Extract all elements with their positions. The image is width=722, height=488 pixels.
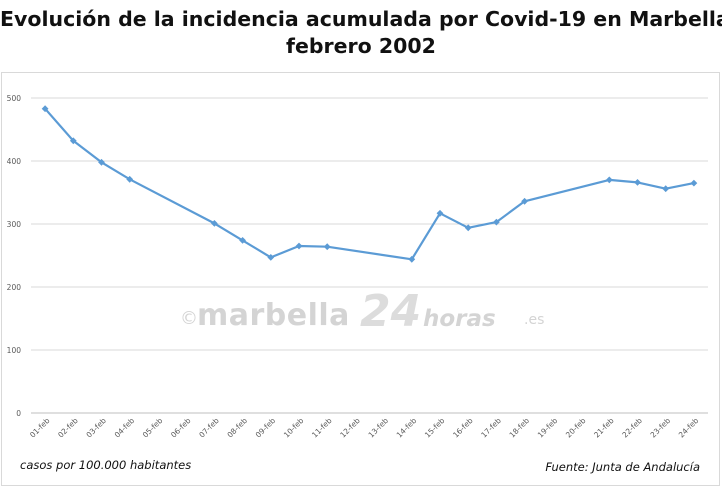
watermark-name: marbella [197,298,350,333]
x-tick-label: 11-feb [310,416,334,440]
data-point [239,237,246,244]
x-tick-label: 01-feb [28,416,52,440]
y-tick-label: 200 [7,283,22,292]
data-point [69,137,77,145]
x-tick-label: 17-feb [479,416,503,440]
chart-title: Evolución de la incidencia acumulada por… [0,6,722,60]
x-tick-label: 02-feb [56,416,80,440]
data-point [98,158,105,166]
data-point [126,175,134,183]
watermark-tld: .es [524,312,545,328]
data-point [41,105,49,113]
source-note: Fuente: Junta de Andalucía [545,460,700,474]
data-point [267,254,275,261]
x-tick-label: 19-feb [536,416,560,440]
x-tick-label: 16-feb [451,416,475,440]
x-tick-label: 07-feb [197,416,221,440]
watermark-copyright: © [180,308,198,329]
x-tick-label: 15-feb [423,416,447,440]
y-tick-label: 300 [7,220,22,229]
x-tick-label: 14-feb [395,416,419,440]
x-tick-label: 04-feb [113,416,137,440]
chart-frame [1,72,720,486]
x-tick-label: 18-feb [508,416,532,440]
data-point [408,255,416,263]
watermark-logo: © marbella 24 horas .es [180,286,560,344]
data-point [690,179,698,187]
data-point [436,209,444,217]
y-tick-label: 0 [16,409,21,418]
data-point [605,176,613,184]
x-tick-label: 05-feb [141,416,165,440]
x-tick-label: 08-feb [225,416,249,440]
chart-title-line-2: febrero 2002 [286,34,436,58]
watermark-number: 24 [360,286,422,337]
x-tick-label: 21-feb [592,416,616,440]
chart-title-line-1: Evolución de la incidencia acumulada por… [0,7,722,31]
data-point [323,243,331,251]
x-tick-label: 24-feb [677,416,701,440]
data-point [662,185,670,193]
x-tick-label: 22-feb [620,416,644,440]
y-tick-label: 100 [7,346,22,355]
data-point [295,242,303,250]
x-tick-label: 10-feb [282,416,306,440]
x-tick-label: 09-feb [254,416,278,440]
x-tick-label: 06-feb [169,416,193,440]
data-point [211,220,218,227]
y-tick-label: 500 [7,94,22,103]
data-point [493,218,500,226]
watermark-word: horas [423,306,496,332]
units-note: casos por 100.000 habitantes [20,458,192,472]
data-point [521,197,528,205]
x-tick-label: 12-feb [338,416,362,440]
data-point [634,179,641,186]
data-point [464,224,472,232]
series-line [44,107,695,261]
x-tick-label: 23-feb [649,416,673,440]
x-tick-label: 20-feb [564,416,588,440]
y-tick-label: 400 [7,157,22,166]
x-tick-label: 03-feb [84,416,108,440]
x-tick-label: 13-feb [366,416,390,440]
